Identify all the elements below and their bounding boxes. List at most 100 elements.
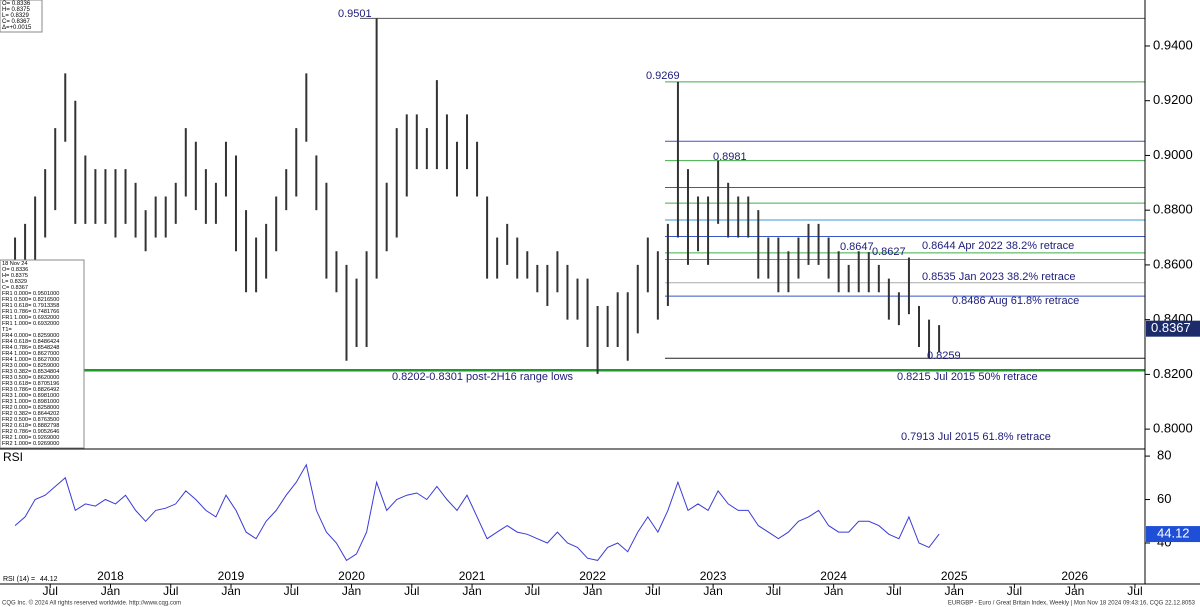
price-marker — [1146, 320, 1200, 337]
year-label: 2026 — [1061, 569, 1088, 583]
ohlc-line: L= 0.8329 — [2, 13, 30, 19]
info-line: FR4 1.000= 0.8627000 — [2, 357, 59, 363]
info-line: FR1 1.000= 0.6932000 — [2, 315, 59, 321]
annotation: 0.8215 Jul 2015 50% retrace — [897, 371, 1038, 383]
info-line: FR4 0.000= 0.8259000 — [2, 333, 59, 339]
info-line: FR2 0.618= 0.8882798 — [2, 423, 59, 429]
annotation: 0.8259 — [927, 350, 961, 362]
year-label: 2024 — [820, 569, 847, 583]
annotation: 0.8535 Jan 2023 38.2% retrace — [922, 271, 1076, 283]
footer: CQG Inc. © 2024 All rights reserved worl… — [2, 600, 181, 607]
annotation: 0.8644 Apr 2022 38.2% retrace — [922, 240, 1074, 252]
info-line: FR3 0.786= 0.8826492 — [2, 387, 59, 393]
info-line: FR2 1.000= 0.9269000 — [2, 435, 59, 441]
rsi-legend: RSI (14) = — [3, 576, 35, 583]
annotation: 0.7913 Jul 2015 61.8% retrace — [901, 431, 1051, 443]
annotation: 0.8647 — [840, 241, 874, 253]
info-line: FR4 1.000= 0.8627000 — [2, 351, 59, 357]
info-line: FR1 0.000= 0.9501000 — [2, 291, 59, 297]
info-line: FR3 0.000= 0.8259000 — [2, 363, 59, 369]
info-line: C= 0.8367 — [2, 285, 28, 291]
info-line: FR3 0.618= 0.8705196 — [2, 381, 59, 387]
y-tick-label: 0.9400 — [1153, 37, 1193, 52]
panel-label: RSI — [3, 450, 23, 464]
x-tick-label: Jul — [766, 584, 781, 598]
y-tick-label: 80 — [1157, 448, 1171, 463]
year-label: 2020 — [338, 569, 365, 583]
y-tick-label: 0.8200 — [1153, 366, 1193, 381]
y-tick-label: 0.8600 — [1153, 256, 1193, 271]
annotation: 0.9501 — [338, 8, 372, 20]
x-tick-label: Jan — [1065, 584, 1084, 598]
year-label: 2022 — [579, 569, 606, 583]
x-tick-label: Jan — [342, 584, 361, 598]
ohlc-line: H= 0.8375 — [2, 7, 31, 13]
info-line: FR2 1.000= 0.9269000 — [2, 441, 59, 447]
info-line: FR3 0.500= 0.8620000 — [2, 375, 59, 381]
x-tick-label: Jan — [583, 584, 602, 598]
marks-layer — [14, 18, 941, 562]
footer: EURGBP - Euro / Great Britain Index, Wee… — [948, 601, 1196, 607]
x-tick-label: Jan — [824, 584, 843, 598]
ohlc-line: O= 0.8336 — [2, 1, 31, 7]
info-line: 18 Nov 24 — [2, 261, 28, 267]
x-tick-label: Jan — [462, 584, 481, 598]
year-label: 2025 — [941, 569, 968, 583]
y-tick-label: 0.8000 — [1153, 421, 1193, 436]
x-tick-label: Jan — [101, 584, 120, 598]
annotation: 0.8486 Aug 61.8% retrace — [952, 295, 1079, 307]
info-line: FR2 0.786= 0.9052646 — [2, 429, 59, 435]
year-label: 2021 — [459, 569, 486, 583]
y-tick-label: 0.9200 — [1153, 92, 1193, 107]
info-panel — [0, 259, 85, 449]
info-line: FR2 0.500= 0.8763500 — [2, 417, 59, 423]
info-line: H= 0.8375 — [2, 273, 28, 279]
year-label: 2019 — [218, 569, 245, 583]
annotation: 0.8202-0.8301 post-2H16 range lows — [392, 371, 574, 383]
x-tick-label: Jul — [886, 584, 901, 598]
x-tick-label: Jan — [944, 584, 963, 598]
price-marker-label: 0.8367 — [1151, 320, 1191, 335]
info-line: FR1 0.500= 0.8216500 — [2, 297, 59, 303]
info-line: FR1 0.786= 0.7481766 — [2, 309, 59, 315]
year-label: 2018 — [97, 569, 124, 583]
info-line: FR1 1.000= 0.6932000 — [2, 321, 59, 327]
info-line: T1= — [2, 327, 12, 333]
x-tick-label: Jul — [284, 584, 299, 598]
ohlc-box — [0, 0, 43, 33]
rsi-marker-label: 44.12 — [1157, 525, 1190, 540]
x-tick-label: Jan — [703, 584, 722, 598]
info-line: FR2 0.382= 0.8644202 — [2, 411, 59, 417]
annotation: 0.8627 — [872, 246, 906, 258]
info-line: FR3 1.000= 0.8981000 — [2, 393, 59, 399]
x-tick-label: Jul — [1007, 584, 1022, 598]
grid-layer — [0, 17, 1150, 588]
info-line: FR4 0.786= 0.8548248 — [2, 345, 59, 351]
info-line: FR3 1.000= 0.8981000 — [2, 399, 59, 405]
x-tick-label: Jul — [645, 584, 660, 598]
y-tick-label: 0.8800 — [1153, 202, 1193, 217]
annotation: 0.8981 — [713, 151, 747, 163]
y-tick-label: 60 — [1157, 491, 1171, 506]
ohlc-line: C= 0.8367 — [2, 19, 31, 25]
info-line: FR2 0.000= 0.8258000 — [2, 405, 59, 411]
info-line: L= 0.8329 — [2, 279, 27, 285]
info-line: FR4 0.618= 0.8486424 — [2, 339, 59, 345]
x-tick-label: Jul — [43, 584, 58, 598]
x-tick-label: Jul — [163, 584, 178, 598]
annotation: 0.9269 — [646, 70, 680, 82]
year-label: 2023 — [700, 569, 727, 583]
x-tick-label: Jul — [1127, 584, 1142, 598]
x-tick-label: Jan — [221, 584, 240, 598]
rsi-line — [14, 463, 940, 562]
info-line: O= 0.8336 — [2, 267, 28, 273]
rsi-marker — [1146, 526, 1200, 543]
x-tick-label: Jul — [525, 584, 540, 598]
info-line: FR1 0.618= 0.7913358 — [2, 303, 59, 309]
ohlc-line: Δ=+0.0015 — [2, 25, 32, 31]
x-tick-label: Jul — [404, 584, 419, 598]
y-tick-label: 0.9000 — [1153, 147, 1193, 162]
